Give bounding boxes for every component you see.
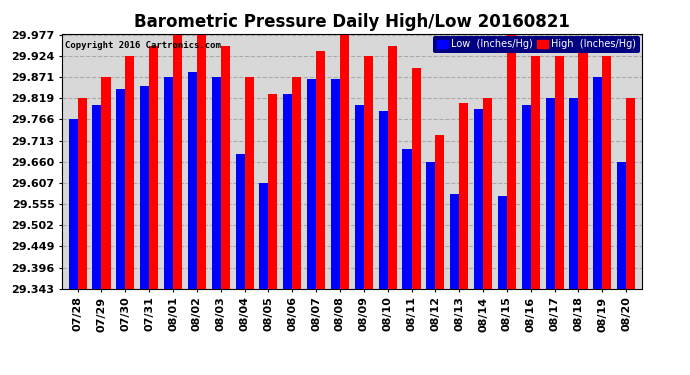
Bar <box>149 46 158 289</box>
Bar <box>283 94 293 289</box>
Bar <box>402 148 411 289</box>
Bar <box>235 154 244 289</box>
Bar <box>316 51 325 289</box>
Text: Copyright 2016 Cartronics.com: Copyright 2016 Cartronics.com <box>65 41 221 50</box>
Bar <box>435 135 444 289</box>
Bar <box>426 162 435 289</box>
Bar <box>221 46 230 289</box>
Bar <box>268 94 277 289</box>
Bar <box>474 109 483 289</box>
Bar <box>244 77 254 289</box>
Bar <box>602 56 611 289</box>
Bar <box>68 119 77 289</box>
Bar <box>388 46 397 289</box>
Bar <box>578 46 588 289</box>
Bar <box>507 35 516 289</box>
Bar <box>617 162 627 289</box>
Bar <box>331 79 340 289</box>
Bar <box>460 104 469 289</box>
Bar <box>522 105 531 289</box>
Title: Barometric Pressure Daily High/Low 20160821: Barometric Pressure Daily High/Low 20160… <box>134 13 570 31</box>
Bar <box>77 98 87 289</box>
Bar <box>379 111 388 289</box>
Bar <box>593 77 602 289</box>
Bar <box>411 68 421 289</box>
Bar <box>116 88 126 289</box>
Bar <box>164 77 173 289</box>
Bar <box>340 35 349 289</box>
Bar <box>307 79 316 289</box>
Bar <box>546 98 555 289</box>
Bar <box>188 72 197 289</box>
Bar <box>569 98 578 289</box>
Bar <box>498 196 507 289</box>
Bar <box>140 86 149 289</box>
Bar <box>212 77 221 289</box>
Bar <box>173 35 182 289</box>
Bar <box>531 56 540 289</box>
Bar <box>293 77 302 289</box>
Bar <box>355 105 364 289</box>
Bar <box>197 35 206 289</box>
Bar <box>450 194 460 289</box>
Bar <box>101 77 110 289</box>
Legend: Low  (Inches/Hg), High  (Inches/Hg): Low (Inches/Hg), High (Inches/Hg) <box>433 36 640 52</box>
Bar <box>555 56 564 289</box>
Bar <box>483 98 492 289</box>
Bar <box>126 56 135 289</box>
Bar <box>364 56 373 289</box>
Bar <box>259 183 268 289</box>
Bar <box>627 98 635 289</box>
Bar <box>92 105 101 289</box>
